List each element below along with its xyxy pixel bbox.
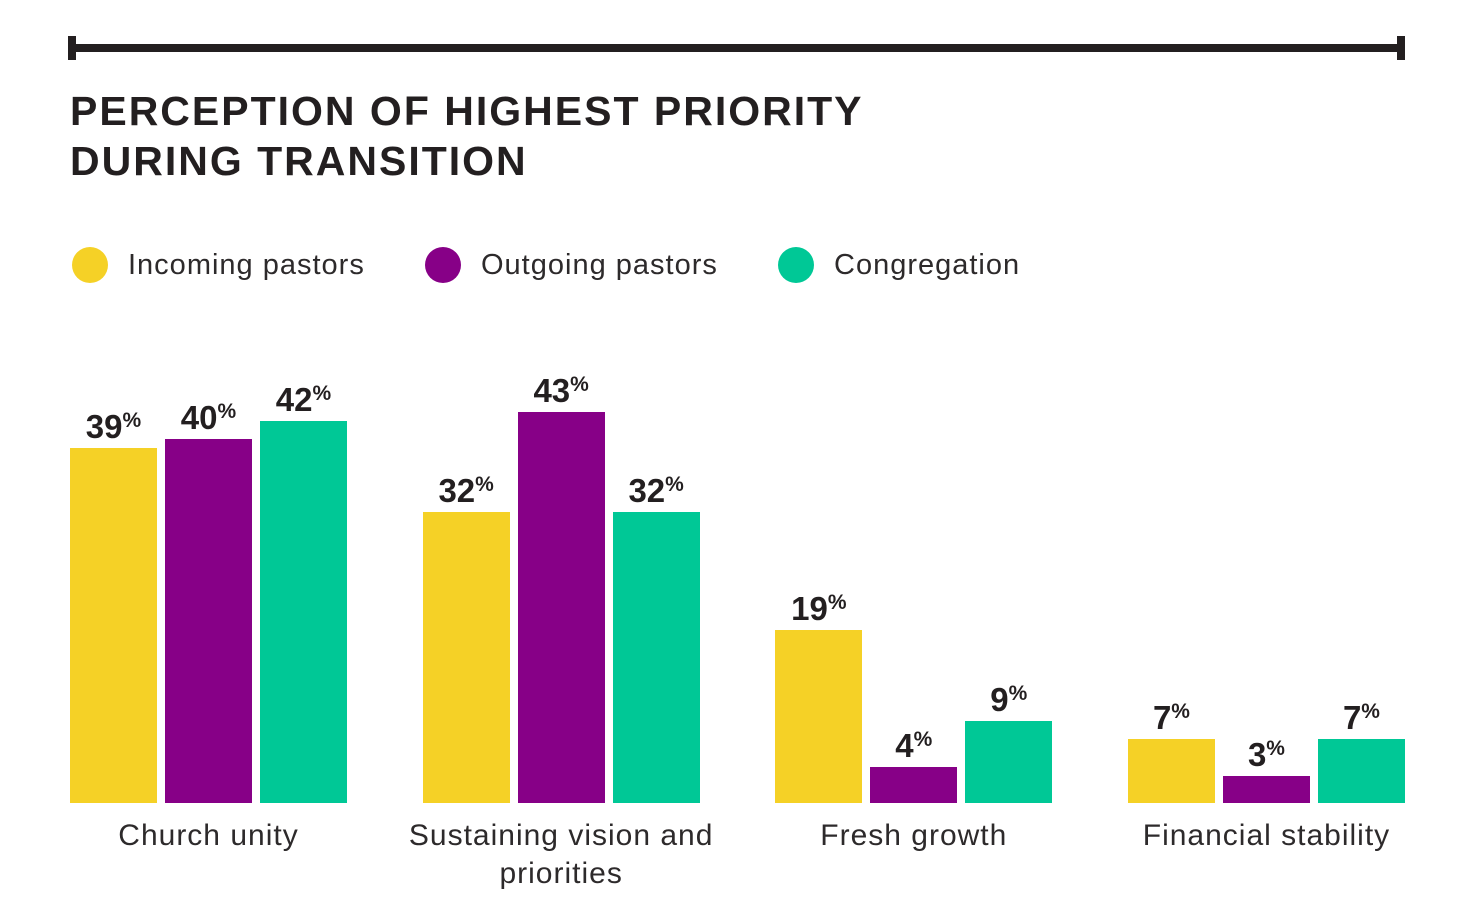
bar-group-financial-stability: 7% 3% 7% Financial stability	[1127, 360, 1405, 892]
bar-value-label: 3%	[1247, 736, 1285, 773]
bar-value-label: 42%	[275, 381, 332, 418]
category-label: Sustaining vision and priorities	[408, 819, 714, 890]
bar-value-label: 40%	[180, 399, 237, 436]
bar-outgoing-pastors	[165, 439, 252, 803]
legend-item-outgoing-pastors: Outgoing pastors	[425, 247, 718, 283]
top-rule-decoration	[68, 36, 1405, 60]
bar-outgoing-pastors	[517, 412, 605, 803]
bar-group-church-unity: 39% 40% 42% Church unity	[70, 360, 347, 892]
chart-title-line2: DURING TRANSITION	[70, 138, 528, 185]
bar-value-label: 19%	[791, 590, 847, 627]
legend-dot-icon	[778, 247, 814, 283]
bar-incoming-pastors	[70, 448, 157, 803]
bar-value-label: 43%	[533, 372, 589, 409]
legend-item-congregation: Congregation	[778, 247, 1020, 283]
bar-chart: 39% 40% 42% Church unity 32% 43% 32% Sustaining…	[70, 360, 1405, 892]
bar-group-fresh-growth: 19% 4% 9% Fresh growth	[775, 360, 1053, 892]
bar-value-label: 4%	[895, 727, 933, 764]
legend-label: Congregation	[834, 248, 1021, 281]
legend-item-incoming-pastors: Incoming pastors	[72, 247, 365, 283]
bar-congregation	[612, 512, 700, 803]
bar-value-label: 9%	[990, 681, 1028, 718]
bar-incoming-pastors	[422, 512, 510, 803]
chart-title-line1: PERCEPTION OF HIGHEST PRIORITY	[70, 88, 864, 134]
bar-value-label: 7%	[1152, 699, 1190, 736]
legend-label: Outgoing pastors	[481, 248, 718, 281]
bar-group-sustaining-vision-and-priorities: 32% 43% 32% Sustaining vision and prioritie…	[409, 360, 713, 892]
bar-congregation	[1317, 739, 1405, 803]
category-label: Financial stability	[1142, 819, 1391, 852]
bar-value-label: 32%	[438, 472, 494, 509]
bar-congregation	[965, 721, 1053, 803]
legend-label: Incoming pastors	[128, 248, 365, 281]
bar-congregation	[260, 421, 347, 803]
bar-value-label: 39%	[85, 408, 142, 445]
bar-outgoing-pastors	[870, 767, 958, 803]
category-label: Fresh growth	[820, 819, 1008, 852]
bar-outgoing-pastors	[1222, 776, 1310, 803]
category-label: Church unity	[118, 819, 299, 852]
bar-value-label: 32%	[628, 472, 684, 509]
bar-incoming-pastors	[1127, 739, 1215, 803]
bar-value-label: 7%	[1342, 699, 1380, 736]
chart-title: PERCEPTION OF HIGHEST PRIORITY DURING TR…	[70, 86, 864, 186]
bar-incoming-pastors	[775, 630, 863, 803]
legend-dot-icon	[425, 247, 461, 283]
legend-dot-icon	[72, 247, 108, 283]
